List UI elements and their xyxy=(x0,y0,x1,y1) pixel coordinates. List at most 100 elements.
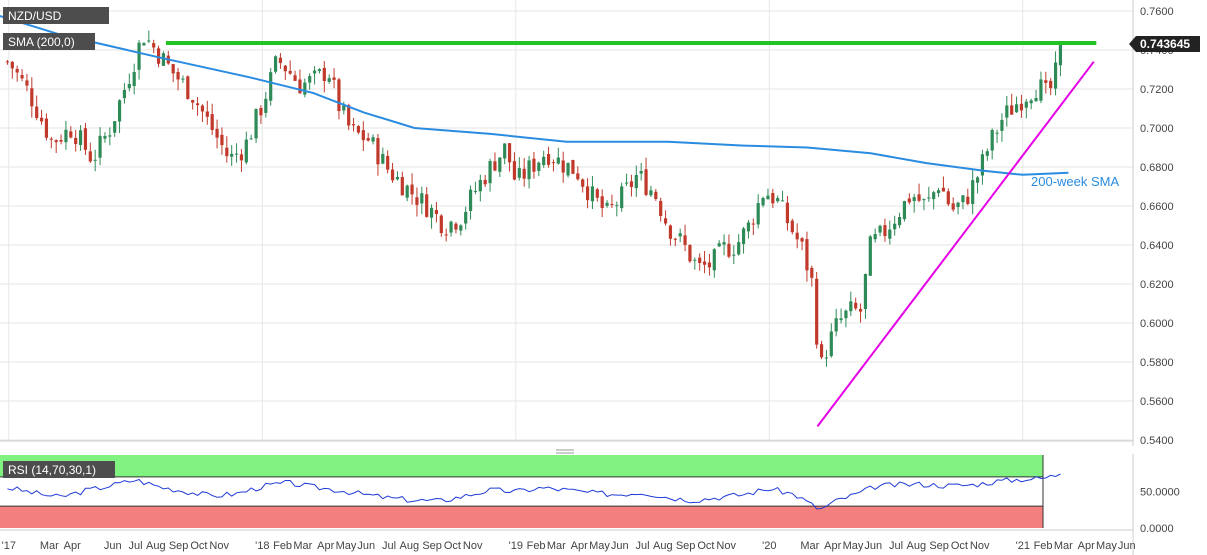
sma-legend[interactable]: SMA (200,0) xyxy=(3,33,95,50)
candle-body xyxy=(936,190,941,194)
candle-body xyxy=(39,117,44,122)
candle-body xyxy=(868,236,872,276)
time-tick-label: Apr xyxy=(824,540,841,552)
candle-body xyxy=(147,40,151,42)
candle-body xyxy=(858,308,863,312)
price-tick-label: 0.7200 xyxy=(1140,84,1174,96)
time-tick-label: Apr xyxy=(1078,540,1095,552)
time-tick-label: Mar xyxy=(1054,540,1073,552)
candle-body xyxy=(254,108,258,139)
candle-body xyxy=(512,161,517,180)
candle-body xyxy=(751,223,755,225)
candle-body xyxy=(49,138,53,140)
candle-body xyxy=(756,203,760,225)
time-tick-label: Apr xyxy=(571,540,588,552)
candle-body xyxy=(941,187,946,192)
candle-body xyxy=(400,177,404,196)
candle-body xyxy=(1000,119,1004,131)
candle-body xyxy=(537,162,541,171)
candle-body xyxy=(83,128,88,150)
rsi-legend[interactable]: RSI (14,70,30,1) xyxy=(3,461,115,478)
candle-body xyxy=(1024,101,1028,108)
time-tick-label: Nov xyxy=(970,540,990,552)
candle-body xyxy=(673,238,677,240)
time-tick-label: Jul xyxy=(382,540,396,552)
candle-body xyxy=(659,200,663,216)
time-tick-label: Aug xyxy=(653,540,673,552)
candle-body xyxy=(683,235,687,245)
time-tick-label: Jul xyxy=(889,540,903,552)
sma-200-line xyxy=(0,15,1069,176)
candle-body xyxy=(975,177,980,183)
candle-body xyxy=(649,190,653,196)
candle-body xyxy=(239,154,244,161)
time-tick-label: Oct xyxy=(951,540,968,552)
candle-body xyxy=(849,301,853,312)
candle-body xyxy=(142,43,146,46)
candle-body xyxy=(693,259,697,261)
candle-body xyxy=(771,193,775,204)
candle-body xyxy=(493,161,497,171)
candle-body xyxy=(844,310,848,319)
candle-body xyxy=(161,53,166,66)
candle-body xyxy=(542,156,546,166)
candle-body xyxy=(488,161,492,184)
candle-body xyxy=(595,189,599,198)
candle-body xyxy=(746,222,751,232)
candle-body xyxy=(980,154,985,176)
candle-body xyxy=(264,98,268,113)
price-tick-label: 0.6600 xyxy=(1140,201,1174,213)
time-tick-label: Oct xyxy=(697,540,714,552)
candle-body xyxy=(410,184,414,195)
candle-body xyxy=(527,160,531,180)
last-price-tag-shape xyxy=(1129,36,1200,52)
candle-body xyxy=(654,191,658,200)
candle-body xyxy=(790,220,794,233)
time-tick-label: Feb xyxy=(527,540,546,552)
candle-body xyxy=(761,197,765,206)
time-tick-label: '20 xyxy=(762,540,776,552)
candle-body xyxy=(1029,100,1033,104)
candle-body xyxy=(1014,104,1019,113)
candle-body xyxy=(390,169,395,181)
time-tick-label: Apr xyxy=(317,540,334,552)
candle-body xyxy=(834,318,838,332)
candle-body xyxy=(127,83,131,89)
candle-body xyxy=(576,173,580,180)
candle-body xyxy=(966,196,970,204)
candle-body xyxy=(1019,103,1024,111)
candle-body xyxy=(152,43,156,48)
sma-legend-box xyxy=(3,33,95,50)
time-tick-label: Jun xyxy=(1118,540,1136,552)
time-tick-label: May xyxy=(589,540,610,552)
candle-body xyxy=(293,75,297,81)
price-tick-label: 0.5800 xyxy=(1140,357,1174,369)
candle-body xyxy=(405,185,409,198)
candle-body xyxy=(698,257,702,263)
candle-body xyxy=(473,190,478,192)
candle-body xyxy=(298,79,302,94)
candle-body xyxy=(854,302,858,309)
candle-body xyxy=(620,186,624,209)
candle-body xyxy=(351,124,356,126)
candle-body xyxy=(1044,80,1048,83)
candle-body xyxy=(1034,98,1038,102)
symbol-legend[interactable]: NZD/USD xyxy=(3,7,109,24)
candle-body xyxy=(10,61,14,69)
candle-body xyxy=(712,249,716,271)
candle-body xyxy=(581,179,585,187)
candle-body xyxy=(176,72,180,80)
candle-body xyxy=(503,143,507,159)
candle-body xyxy=(829,331,833,357)
candle-body xyxy=(888,229,892,239)
price-tick-label: 0.5600 xyxy=(1140,396,1174,408)
candle-body xyxy=(171,64,175,74)
price-tick-label: 0.6400 xyxy=(1140,240,1174,252)
candle-body xyxy=(244,139,248,163)
candle-body xyxy=(498,157,502,172)
candle-body xyxy=(1039,79,1043,101)
candle-body xyxy=(678,233,682,237)
candle-body xyxy=(561,160,565,173)
candle-body xyxy=(132,71,136,87)
candle-body xyxy=(225,147,229,157)
